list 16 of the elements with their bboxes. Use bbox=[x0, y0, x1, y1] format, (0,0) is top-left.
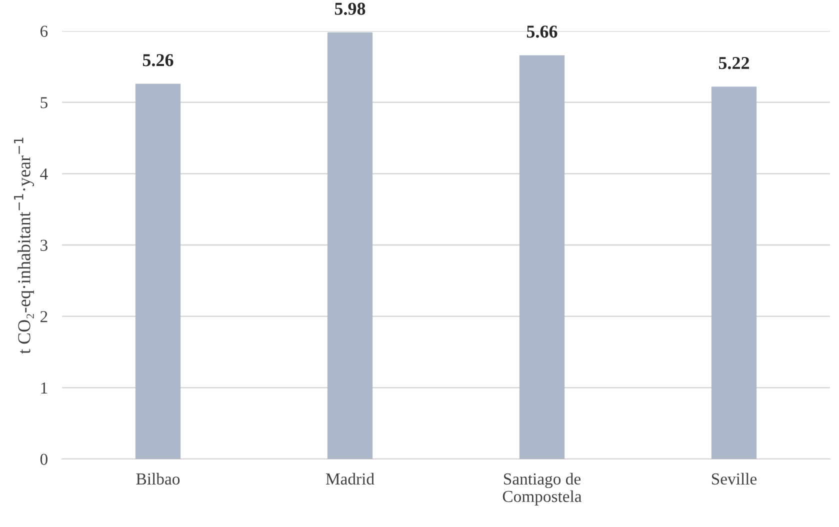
y-tick-label: 6 bbox=[40, 26, 48, 37]
data-label: 5.98 bbox=[334, 2, 366, 15]
x-tick-label: Santiago de Compostela bbox=[502, 472, 582, 506]
y-tick-label: 2 bbox=[40, 311, 48, 322]
data-label: 5.66 bbox=[526, 26, 558, 38]
x-tick-label: Madrid bbox=[326, 472, 374, 485]
x-tick-label: Seville bbox=[712, 472, 757, 485]
x-tick-label: Bilbao bbox=[136, 472, 180, 485]
data-label: 5.22 bbox=[718, 56, 750, 70]
y-tick-label: 4 bbox=[40, 168, 48, 180]
data-label: 5.26 bbox=[142, 54, 174, 66]
y-axis-title: t CO₂-eq·inhabitant$^{−1}$·year$^{−1}$ bbox=[14, 138, 34, 354]
y-tick-label: 3 bbox=[40, 240, 48, 251]
y-tick-label: 0 bbox=[40, 454, 48, 465]
y-tick-label: 1 bbox=[41, 382, 48, 394]
y-tick-label: 5 bbox=[40, 97, 48, 108]
